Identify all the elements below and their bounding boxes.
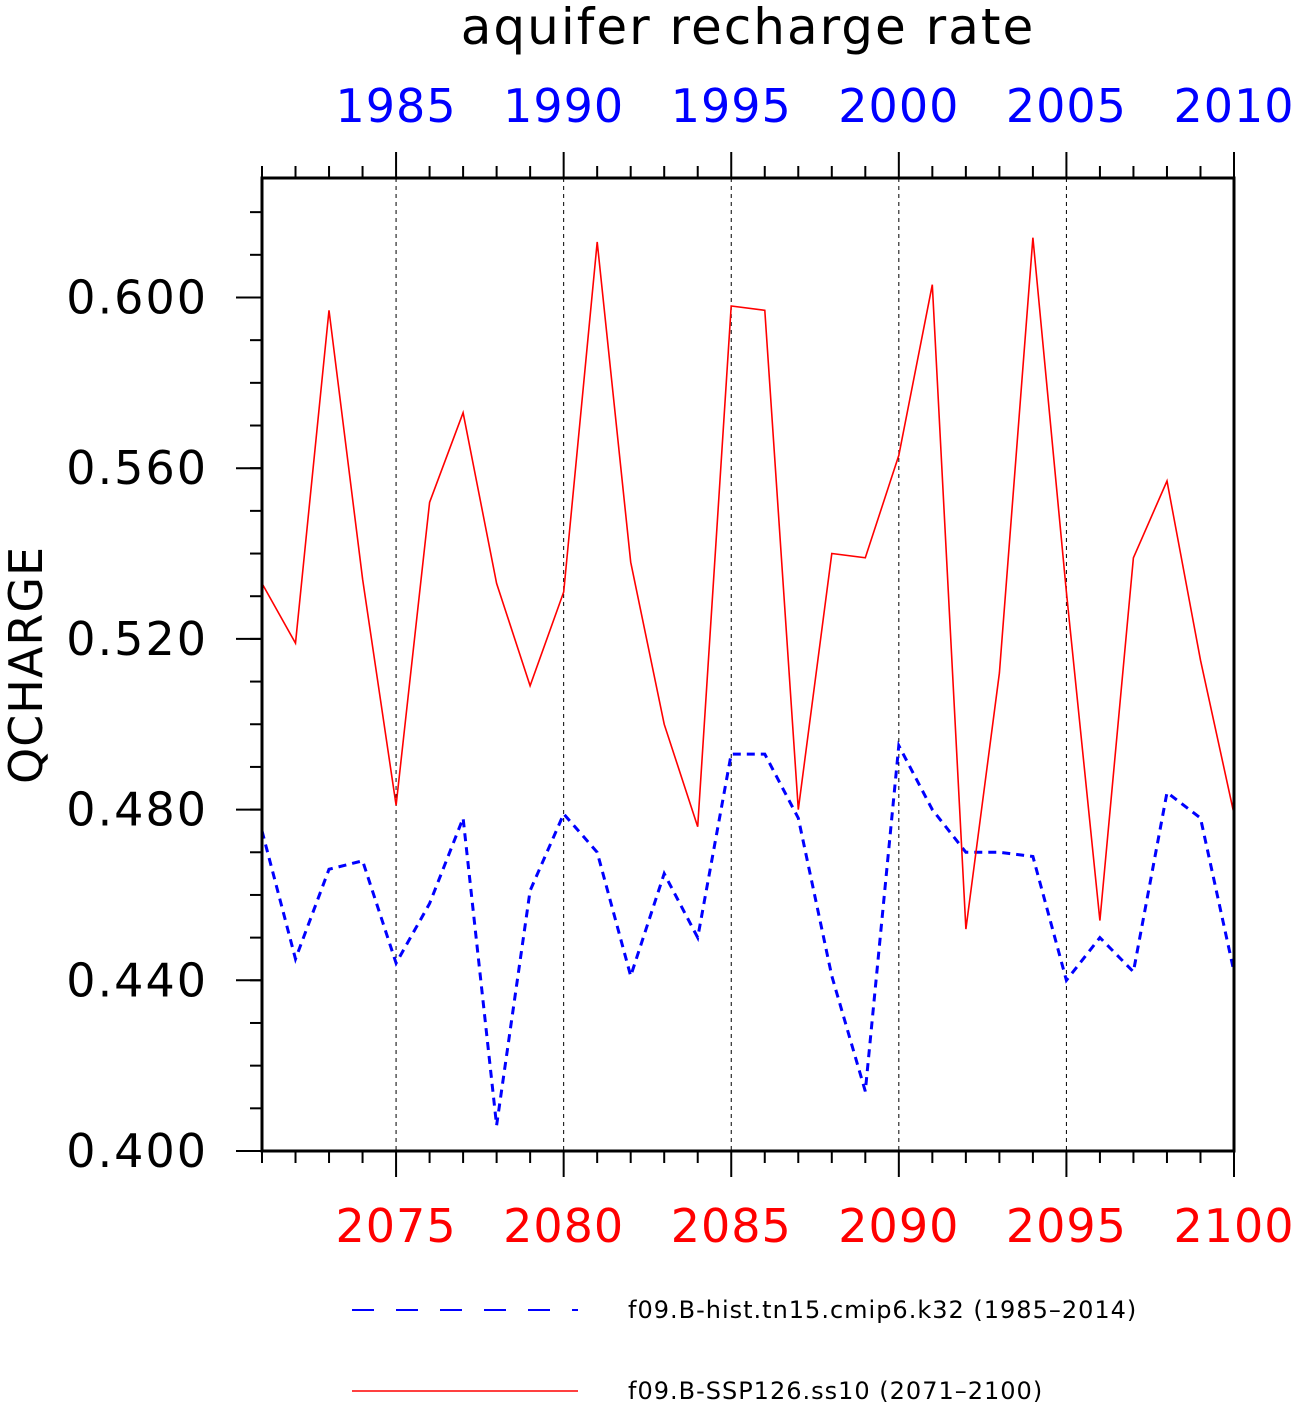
x-top-tick-label: 2010 — [1173, 79, 1292, 133]
y-tick-label: 0.400 — [66, 1124, 208, 1178]
x-top-tick-label: 1990 — [503, 79, 624, 133]
y-tick-label: 0.440 — [66, 953, 208, 1007]
x-top-tick-label: 2005 — [1006, 79, 1127, 133]
series-line-1 — [261, 237, 1235, 930]
legend-label-0: f09.B-hist.tn15.cmip6.k32 (1985–2014) — [628, 1296, 1137, 1324]
y-axis-label: QCHARGE — [0, 546, 53, 784]
x-bottom-tick-label: 2080 — [503, 1199, 624, 1253]
x-bottom-tick-label: 2095 — [1006, 1199, 1127, 1253]
plot-frame — [260, 176, 1236, 1153]
series-line-0 — [260, 740, 1236, 1126]
legend-label-1: f09.B-SSP126.ss10 (2071–2100) — [628, 1377, 1043, 1405]
y-tick-label: 0.600 — [66, 270, 208, 324]
x-top-tick-label: 1995 — [671, 79, 792, 133]
plot-layer: 0.400 0.440 0.480 0.520 0.560 0.600 2075 2080 20… — [66, 79, 1292, 1405]
y-tick-label: 0.480 — [66, 783, 208, 837]
chart-title: aquifer recharge rate — [461, 0, 1035, 56]
y-tick-label: 0.560 — [66, 441, 208, 495]
x-bottom-tick-label: 2085 — [671, 1199, 792, 1253]
x-bottom-tick-label: 2090 — [838, 1199, 959, 1253]
x-bottom-tick-label: 2075 — [336, 1199, 457, 1253]
x-top-tick-label: 2000 — [838, 79, 959, 133]
x-bottom-tick-label: 2100 — [1173, 1199, 1292, 1253]
y-tick-label: 0.520 — [66, 612, 208, 666]
x-top-tick-label: 1985 — [336, 79, 457, 133]
